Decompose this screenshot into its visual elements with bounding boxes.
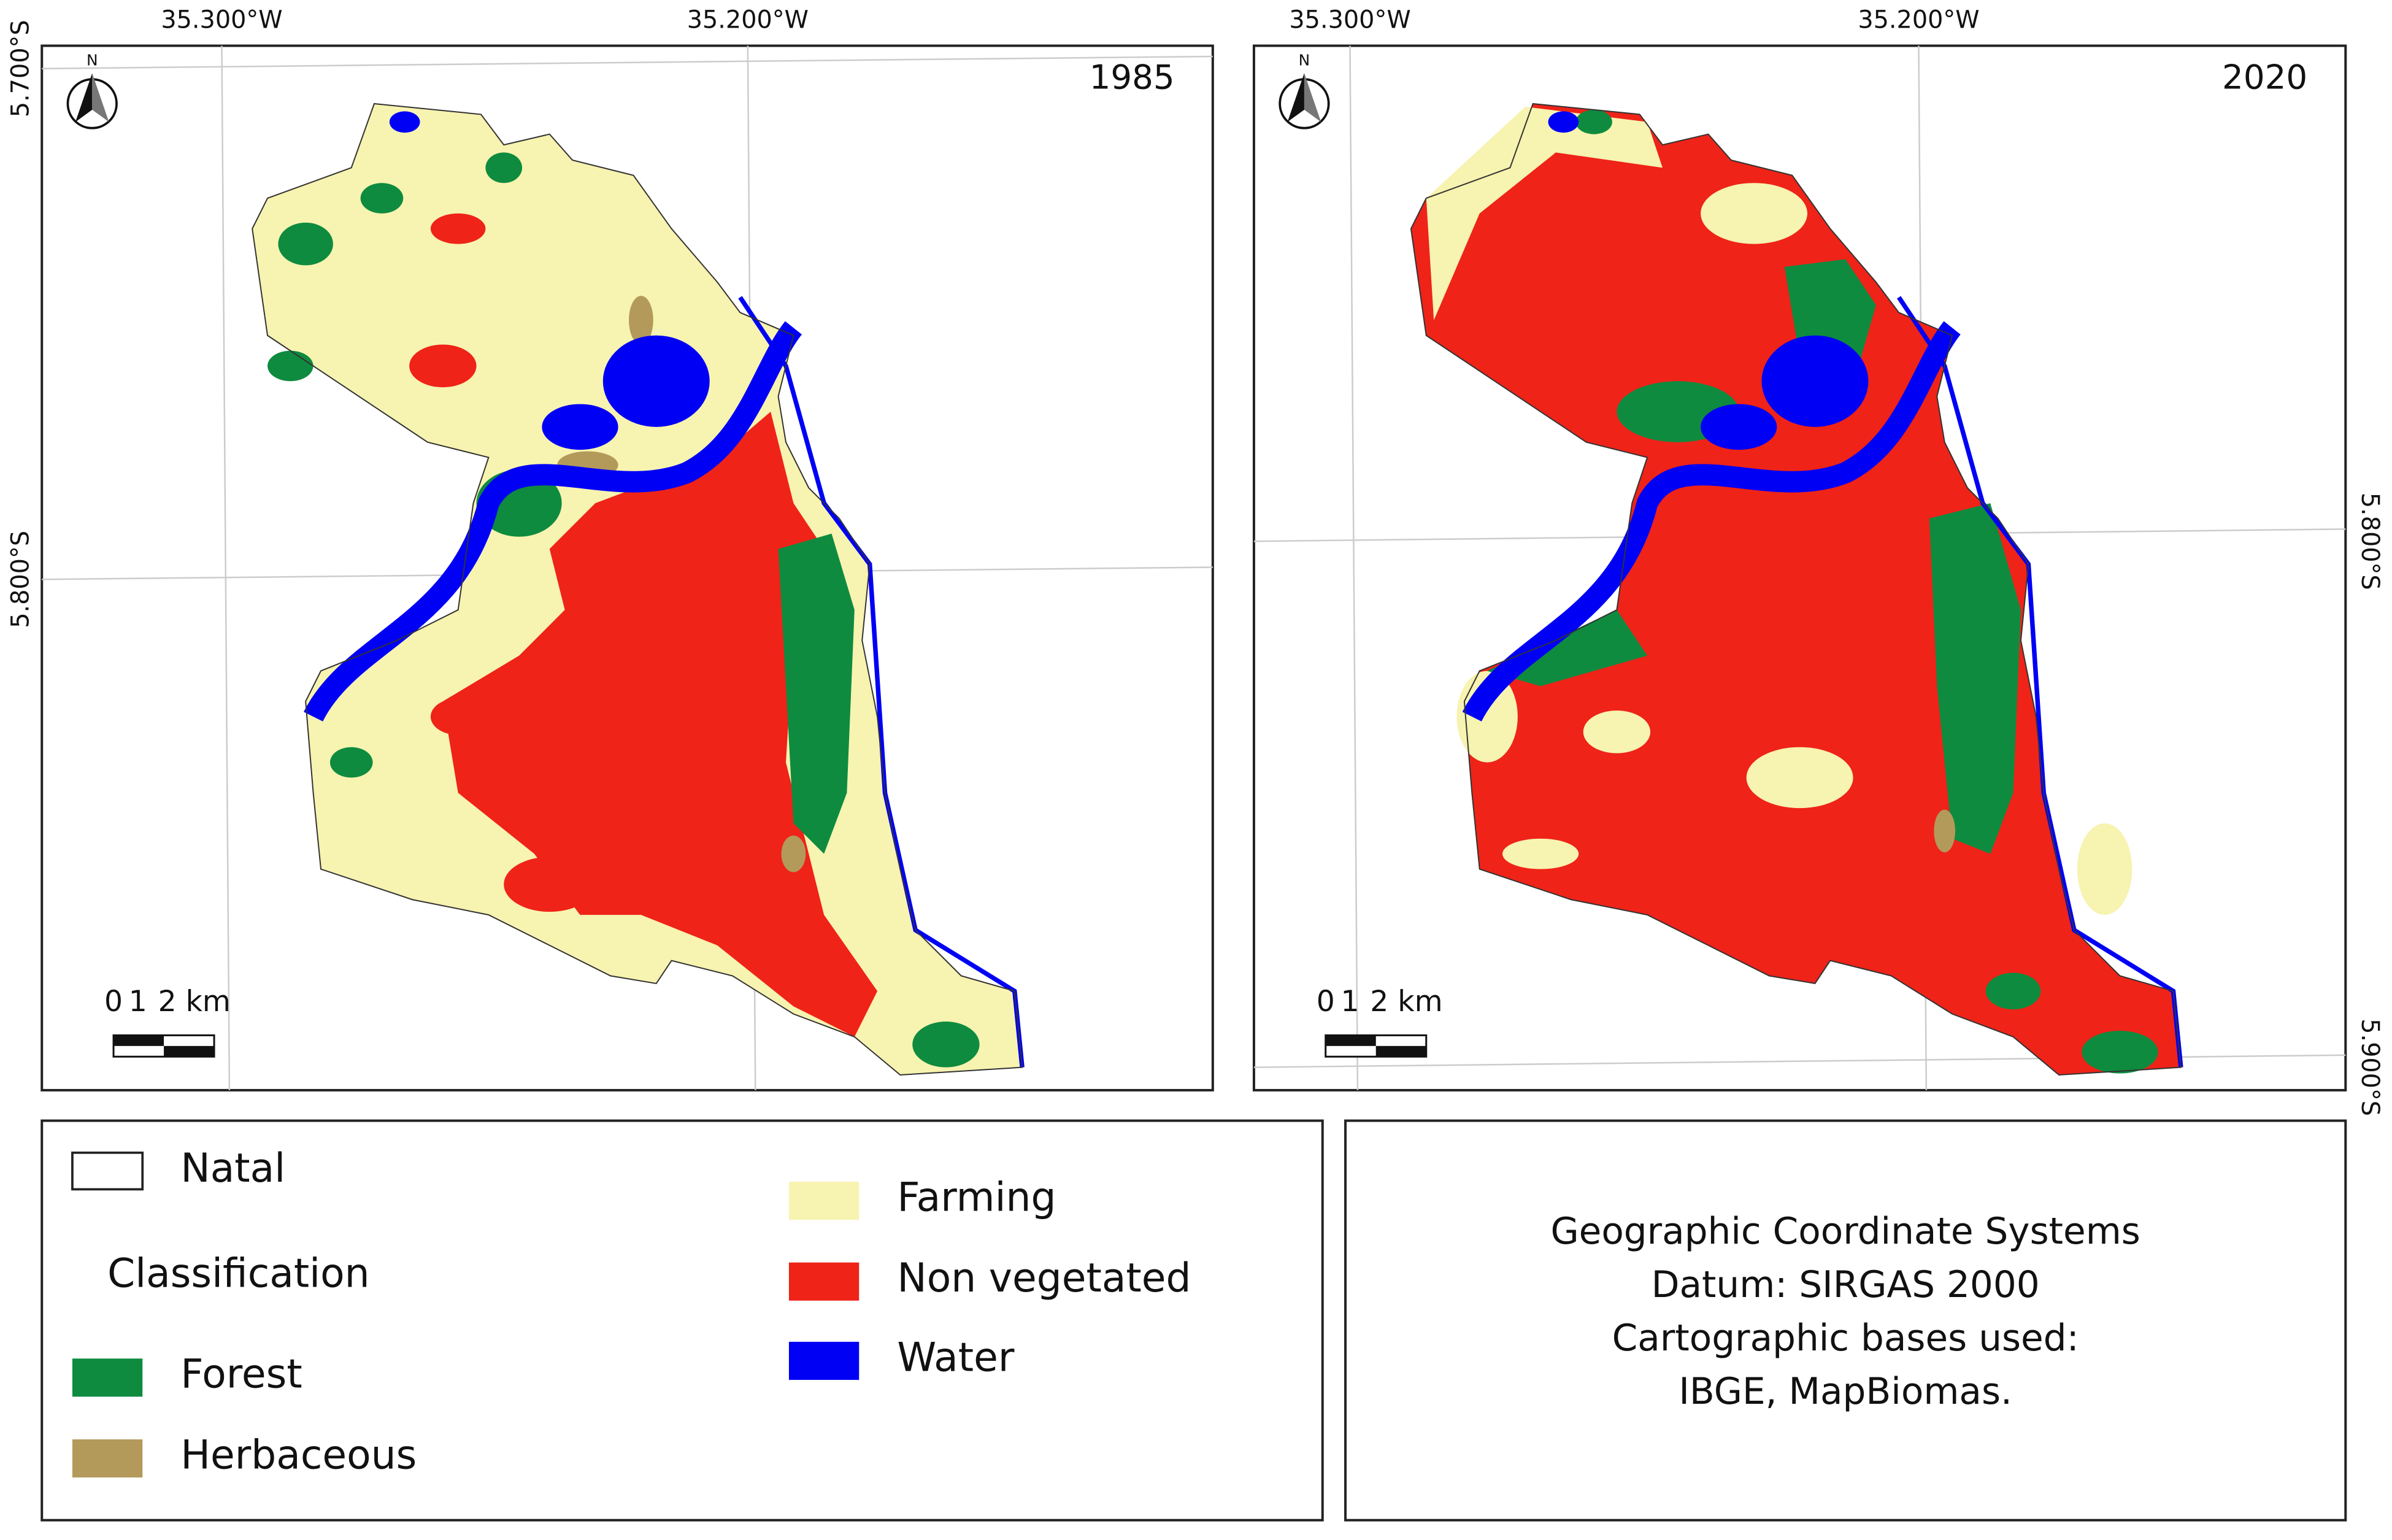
coast bbox=[738, 296, 1025, 1068]
cover-patch bbox=[1575, 109, 1612, 134]
scale-label: 0 bbox=[104, 985, 123, 1018]
cover-patch bbox=[430, 213, 486, 244]
lat-label: 5.900°S bbox=[2356, 1018, 2384, 1116]
boundary-label: Natal bbox=[180, 1145, 285, 1192]
scale-label: 2 km bbox=[1370, 985, 1442, 1018]
legend-box bbox=[40, 1119, 1324, 1522]
legend-label: Herbaceous bbox=[180, 1432, 417, 1478]
cover-patch bbox=[1929, 503, 2021, 854]
cover-patch bbox=[504, 857, 596, 912]
cover-patch bbox=[1502, 838, 1579, 869]
legend-label: Forest bbox=[180, 1352, 302, 1398]
legend-swatch bbox=[788, 1262, 860, 1301]
graticule bbox=[1349, 45, 1359, 1090]
scale-bar bbox=[113, 1035, 164, 1046]
graticule bbox=[42, 55, 1213, 70]
legend-swatch bbox=[788, 1181, 860, 1220]
scale-bar bbox=[164, 1045, 215, 1057]
cover-patch bbox=[1934, 809, 1956, 853]
year-label: 1985 bbox=[1090, 57, 1175, 96]
cover-patch bbox=[542, 404, 618, 450]
map-panel: 35.300°W 35.200°W 5.700°S 5.800°S 1985 N 0 1 2 k… bbox=[6, 6, 1214, 1091]
legend-label: Farming bbox=[897, 1174, 1056, 1220]
cover-patch bbox=[1761, 335, 1869, 427]
cover-patch bbox=[778, 533, 855, 854]
cover-patch bbox=[781, 835, 806, 872]
boundary-swatch bbox=[71, 1151, 144, 1191]
boundary bbox=[1410, 103, 2181, 1076]
scale-bar bbox=[1325, 1035, 1376, 1046]
cover-patch bbox=[1784, 259, 1876, 359]
scale-label: 1 bbox=[129, 985, 147, 1018]
lat-label: 5.800°S bbox=[2356, 493, 2384, 590]
cover-patch bbox=[1701, 183, 1808, 244]
lat-label: 5.700°S bbox=[6, 20, 34, 117]
legend-swatch bbox=[788, 1341, 860, 1380]
info-box bbox=[1344, 1119, 2347, 1522]
cover-patch bbox=[1548, 111, 1579, 133]
north-label: N bbox=[1299, 51, 1310, 69]
cover-patch bbox=[602, 832, 680, 876]
legend-swatch bbox=[72, 1358, 143, 1397]
cover-patch bbox=[267, 350, 313, 382]
north-label: N bbox=[87, 51, 98, 69]
cover-patch bbox=[629, 296, 653, 345]
coast bbox=[1897, 296, 2183, 1068]
lon-label: 35.200°W bbox=[1858, 6, 1979, 34]
lon-label: 35.300°W bbox=[1289, 6, 1410, 34]
legend-heading: Classification bbox=[107, 1251, 370, 1297]
cover-patch bbox=[1583, 710, 1651, 753]
cover-patch bbox=[430, 698, 486, 735]
cover-patch bbox=[360, 183, 404, 214]
year-label: 2020 bbox=[2222, 57, 2307, 96]
info-line: Cartographic bases used: bbox=[1612, 1317, 2079, 1360]
cover-patch bbox=[329, 747, 373, 778]
scale-label: 2 km bbox=[158, 985, 231, 1018]
legend-swatch bbox=[72, 1439, 143, 1478]
lon-label: 35.300°W bbox=[161, 6, 282, 34]
map-frame bbox=[1252, 44, 2347, 1091]
cover-patch bbox=[1701, 404, 1777, 450]
cover-patch bbox=[485, 152, 523, 183]
scale-bar bbox=[1375, 1045, 1426, 1057]
graticule bbox=[221, 45, 231, 1090]
lat-label: 5.800°S bbox=[6, 531, 34, 628]
lon-label: 35.200°W bbox=[687, 6, 809, 34]
cover-patch bbox=[1456, 671, 1518, 763]
info-line: Geographic Coordinate Systems bbox=[1550, 1211, 2140, 1253]
info-line: IBGE, MapBiomas. bbox=[1679, 1371, 2012, 1413]
cover-patch bbox=[442, 411, 878, 1037]
cover-patch bbox=[1746, 747, 1853, 809]
cover-patch bbox=[1426, 106, 1663, 320]
land-cover bbox=[252, 102, 1025, 1076]
boundary-line bbox=[252, 102, 1023, 1076]
legend-label: Non vegetated bbox=[897, 1255, 1191, 1301]
scale-label: 1 bbox=[1340, 985, 1359, 1018]
boundary-line bbox=[1410, 102, 2182, 1076]
map-panel: 35.300°W 35.200°W 5.800°S 5.900°S 2020 N 0 1 2 k… bbox=[1252, 6, 2384, 1116]
cover-patch bbox=[2077, 823, 2132, 915]
cover-patch bbox=[2082, 1030, 2158, 1074]
cover-patch bbox=[409, 344, 477, 388]
land-cover bbox=[1410, 102, 2183, 1076]
river bbox=[1462, 321, 1961, 722]
cover-patch bbox=[602, 335, 710, 427]
cover-patch bbox=[278, 222, 333, 266]
scale-label: 0 bbox=[1317, 985, 1335, 1018]
river bbox=[304, 321, 802, 722]
cover-patch bbox=[1985, 972, 2041, 1010]
north-arrow bbox=[1287, 73, 1304, 122]
cover-patch bbox=[389, 111, 420, 133]
info-line: Datum: SIRGAS 2000 bbox=[1652, 1264, 2040, 1306]
cover-patch bbox=[912, 1022, 980, 1068]
legend-label: Water bbox=[897, 1334, 1014, 1380]
